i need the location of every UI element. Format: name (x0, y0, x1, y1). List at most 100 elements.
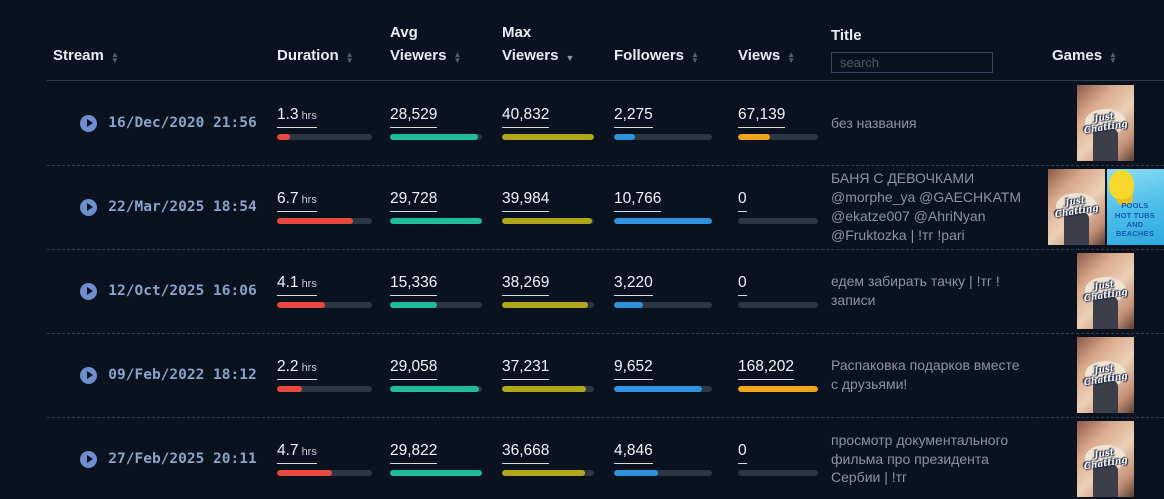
views-bar (738, 302, 818, 308)
sort-both-icon[interactable]: ▲ ▼ (110, 50, 119, 65)
avg-viewers-cell: 29,728 (390, 190, 502, 224)
sort-both-icon[interactable]: ▲ ▼ (1109, 50, 1117, 65)
followers-value: 9,652 (614, 358, 653, 380)
column-header-views[interactable]: Views ▲ ▼ (738, 44, 831, 81)
duration-cell: 2.2 hrs (277, 358, 390, 392)
max-viewers-value: 37,231 (502, 358, 550, 380)
views-value: 0 (738, 274, 747, 296)
duration-unit: hrs (301, 446, 317, 458)
games-cell: Just Chatting (1042, 421, 1164, 497)
stream-date-link[interactable]: 22/Mar/2025 18:54 (108, 199, 257, 215)
sort-desc-icon[interactable]: ▼ (565, 53, 575, 63)
column-header-duration[interactable]: Duration ▲ ▼ (277, 44, 390, 81)
stream-title: БАНЯ С ДЕВОЧКАМИ @morphe_ya @GAECHKATM @… (831, 170, 1021, 243)
games-cell: Just Chatting (1042, 253, 1164, 329)
duration-bar (277, 134, 372, 140)
max-viewers-header-label: Max Viewers (502, 23, 559, 64)
expand-stream-button[interactable] (80, 198, 98, 216)
avg-viewers-bar (390, 470, 482, 476)
column-header-max-viewers[interactable]: Max Viewers ▼ (502, 21, 614, 82)
stream-date-link[interactable]: 27/Feb/2025 20:11 (108, 451, 257, 467)
column-header-followers[interactable]: Followers ▲ ▼ (614, 44, 738, 81)
chevron-right-icon (86, 287, 93, 295)
title-cell: Распаковка подарков вместе с друзьями! (831, 356, 1042, 394)
followers-bar (614, 218, 712, 224)
stream-date-link[interactable]: 09/Feb/2022 18:12 (108, 367, 257, 383)
sort-both-icon[interactable]: ▲ ▼ (453, 50, 462, 65)
column-header-avg-viewers[interactable]: Avg Viewers ▲ ▼ (390, 21, 502, 82)
stream-cell: 09/Feb/2022 18:12 (0, 366, 277, 384)
stream-date-link[interactable]: 16/Dec/2020 21:56 (108, 115, 257, 131)
duration-bar (277, 302, 372, 308)
max-viewers-bar (502, 386, 594, 392)
views-value: 0 (738, 190, 747, 212)
avg-viewers-header-label: Avg Viewers (390, 23, 447, 64)
views-cell: 0 (738, 274, 831, 308)
followers-value: 10,766 (614, 190, 662, 212)
max-viewers-bar (502, 218, 594, 224)
avg-viewers-bar (390, 386, 482, 392)
max-viewers-cell: 36,668 (502, 442, 614, 476)
game-thumbnail-just-chatting[interactable]: Just Chatting (1077, 85, 1134, 161)
followers-value: 4,846 (614, 442, 653, 464)
views-cell: 0 (738, 190, 831, 224)
duration-unit: hrs (301, 110, 317, 122)
game-thumbnail-just-chatting[interactable]: Just Chatting (1077, 421, 1134, 497)
games-cell: Just Chatting POOLS HOT TUBS AND BEACHES (1042, 169, 1164, 245)
chevron-right-icon (86, 203, 93, 211)
views-bar (738, 470, 818, 476)
avg-viewers-value: 29,822 (390, 442, 438, 464)
games-cell: Just Chatting (1042, 337, 1164, 413)
duration-value: 6.7 hrs (277, 190, 317, 212)
sort-both-icon[interactable]: ▲ ▼ (691, 50, 699, 65)
views-header-label: Views (738, 46, 781, 64)
chevron-right-icon (86, 455, 93, 463)
stream-row: 22/Mar/2025 18:54 6.7 hrs 29,728 39,984 1… (0, 165, 1164, 249)
sort-both-icon[interactable]: ▲ ▼ (787, 50, 796, 65)
stream-row: 09/Feb/2022 18:12 2.2 hrs 29,058 37,231 9… (0, 333, 1164, 417)
max-viewers-cell: 40,832 (502, 106, 614, 140)
stream-cell: 27/Feb/2025 20:11 (0, 450, 277, 468)
stream-row: 16/Dec/2020 21:56 1.3 hrs 28,529 40,832 2… (0, 81, 1164, 165)
expand-stream-button[interactable] (80, 114, 98, 132)
duration-cell: 4.1 hrs (277, 274, 390, 308)
max-viewers-cell: 37,231 (502, 358, 614, 392)
stream-title: Распаковка подарков вместе с друзьями! (831, 357, 1020, 392)
expand-stream-button[interactable] (80, 450, 98, 468)
avg-viewers-cell: 29,822 (390, 442, 502, 476)
views-bar (738, 218, 818, 224)
duration-bar (277, 386, 372, 392)
stream-row: 27/Feb/2025 20:11 4.7 hrs 29,822 36,668 4… (0, 417, 1164, 499)
followers-bar (614, 470, 712, 476)
stream-cell: 12/Oct/2025 16:06 (0, 282, 277, 300)
max-viewers-bar (502, 302, 594, 308)
stream-title: просмотр документального фильма про през… (831, 431, 1009, 486)
column-header-stream[interactable]: Stream ▲ ▼ (0, 44, 277, 81)
stream-date-link[interactable]: 12/Oct/2025 16:06 (108, 283, 257, 299)
game-thumbnail-just-chatting[interactable]: Just Chatting (1047, 169, 1105, 245)
max-viewers-cell: 39,984 (502, 190, 614, 224)
avg-viewers-cell: 15,336 (390, 274, 502, 308)
duration-cell: 6.7 hrs (277, 190, 390, 224)
column-header-games[interactable]: Games ▲ ▼ (1042, 44, 1164, 81)
duration-bar (277, 470, 372, 476)
game-thumbnail-just-chatting[interactable]: Just Chatting (1077, 337, 1134, 413)
views-bar (738, 386, 818, 392)
title-search-input[interactable] (831, 52, 993, 73)
views-cell: 67,139 (738, 106, 831, 140)
avg-viewers-value: 29,728 (390, 190, 438, 212)
followers-cell: 10,766 (614, 190, 738, 224)
duration-value: 2.2 hrs (277, 358, 317, 380)
avg-viewers-value: 29,058 (390, 358, 438, 380)
game-thumbnail-pools-hot-tubs-and-beaches[interactable]: POOLS HOT TUBS AND BEACHES (1106, 169, 1164, 245)
sort-both-icon[interactable]: ▲ ▼ (345, 50, 354, 65)
views-cell: 168,202 (738, 358, 831, 392)
expand-stream-button[interactable] (80, 282, 98, 300)
game-thumbnail-just-chatting[interactable]: Just Chatting (1077, 253, 1134, 329)
max-viewers-value: 39,984 (502, 190, 550, 212)
expand-stream-button[interactable] (80, 366, 98, 384)
duration-value: 4.1 hrs (277, 274, 317, 296)
avg-viewers-value: 15,336 (390, 274, 438, 296)
max-viewers-value: 36,668 (502, 442, 550, 464)
